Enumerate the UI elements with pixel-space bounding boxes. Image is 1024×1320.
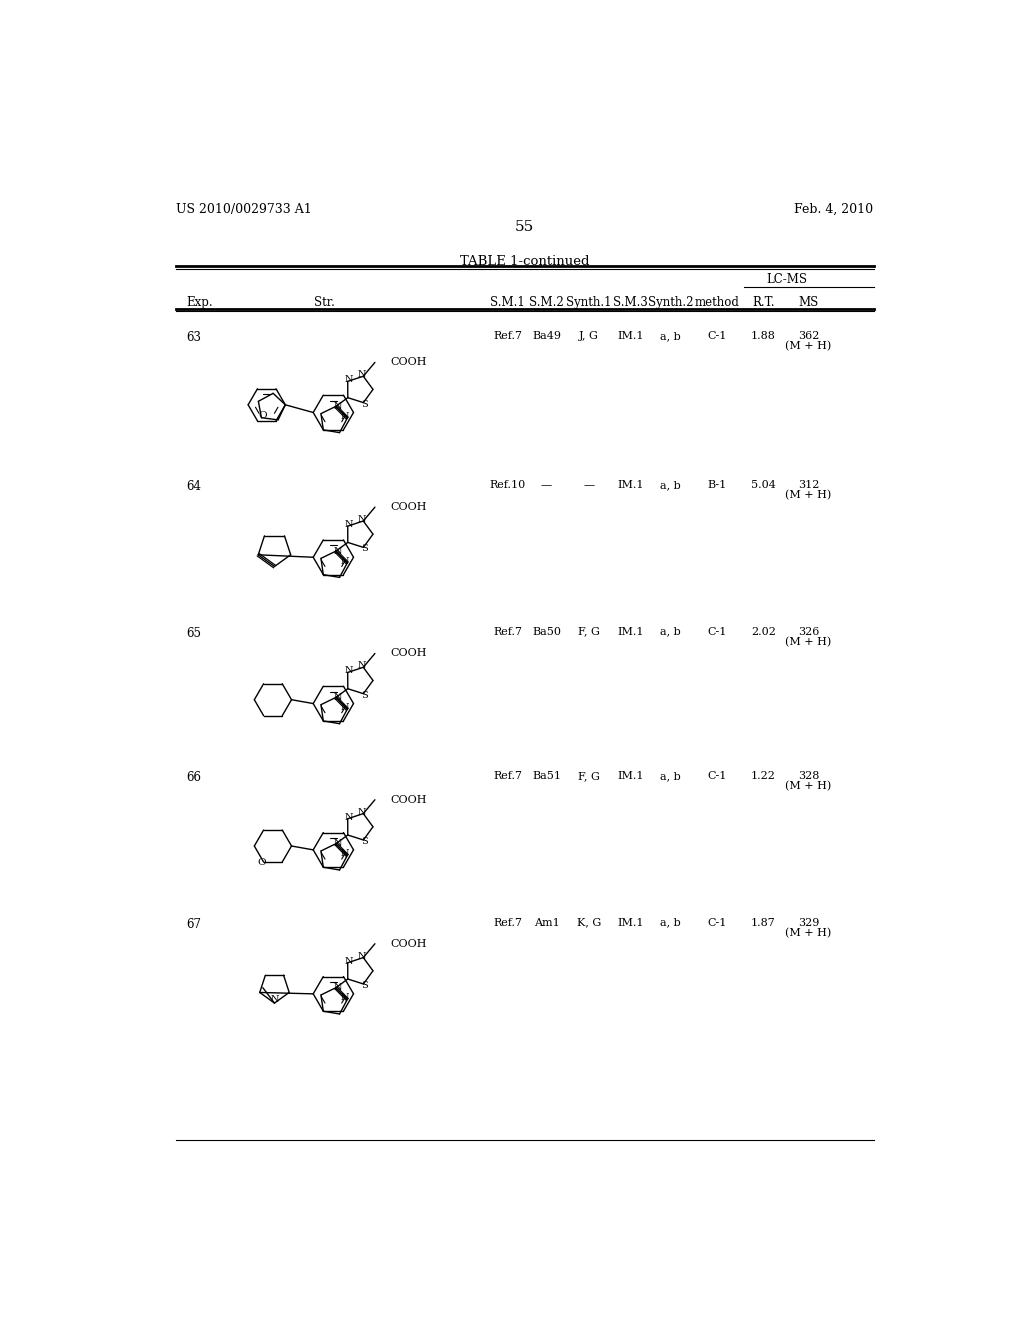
Text: a, b: a, b: [660, 480, 681, 490]
Text: 55: 55: [515, 220, 535, 234]
Text: a, b: a, b: [660, 917, 681, 928]
Text: R.T.: R.T.: [753, 296, 775, 309]
Text: IM.1: IM.1: [616, 480, 643, 490]
Text: US 2010/0029733 A1: US 2010/0029733 A1: [176, 203, 311, 216]
Text: Ref.7: Ref.7: [494, 331, 522, 341]
Text: F, G: F, G: [579, 627, 600, 636]
Text: N: N: [345, 667, 353, 676]
Text: S: S: [361, 981, 369, 990]
Text: method: method: [694, 296, 739, 309]
Text: O: O: [257, 858, 265, 866]
Text: —: —: [584, 480, 595, 490]
Text: N: N: [334, 546, 342, 556]
Text: S.M.1: S.M.1: [490, 296, 525, 309]
Text: 65: 65: [186, 627, 201, 640]
Text: Am1: Am1: [534, 917, 559, 928]
Text: S: S: [361, 837, 369, 846]
Text: N: N: [357, 515, 366, 524]
Text: K, G: K, G: [577, 917, 601, 928]
Text: IM.1: IM.1: [616, 771, 643, 781]
Text: IM.1: IM.1: [616, 917, 643, 928]
Text: 326: 326: [798, 627, 819, 636]
Text: 362: 362: [798, 331, 819, 341]
Text: Ba51: Ba51: [532, 771, 561, 781]
Text: N: N: [341, 557, 349, 566]
Text: COOH: COOH: [390, 648, 427, 659]
Text: 67: 67: [186, 917, 201, 931]
Text: S: S: [361, 544, 369, 553]
Text: 328: 328: [798, 771, 819, 781]
Text: COOH: COOH: [390, 502, 427, 512]
Text: Feb. 4, 2010: Feb. 4, 2010: [795, 203, 873, 216]
Text: N: N: [334, 840, 342, 849]
Text: Ref.7: Ref.7: [494, 771, 522, 781]
Text: 2.02: 2.02: [751, 627, 776, 636]
Text: COOH: COOH: [390, 358, 427, 367]
Text: 1.88: 1.88: [751, 331, 776, 341]
Text: LC-MS: LC-MS: [766, 273, 807, 286]
Text: 64: 64: [186, 480, 201, 494]
Text: N: N: [341, 704, 349, 713]
Text: (M + H): (M + H): [785, 341, 831, 351]
Text: 5.04: 5.04: [751, 480, 776, 490]
Text: N: N: [341, 412, 349, 421]
Text: Ba49: Ba49: [532, 331, 561, 341]
Text: J, G: J, G: [580, 331, 599, 341]
Text: (M + H): (M + H): [785, 928, 831, 939]
Text: C-1: C-1: [708, 771, 727, 781]
Text: Str.: Str.: [314, 296, 335, 309]
Text: N: N: [341, 994, 349, 1002]
Text: a, b: a, b: [660, 331, 681, 341]
Text: N: N: [357, 952, 366, 961]
Text: S.M.3: S.M.3: [612, 296, 647, 309]
Text: COOH: COOH: [390, 795, 427, 805]
Text: (M + H): (M + H): [785, 636, 831, 647]
Text: N: N: [334, 401, 342, 411]
Text: C-1: C-1: [708, 331, 727, 341]
Text: Synth.2: Synth.2: [648, 296, 693, 309]
Text: a, b: a, b: [660, 627, 681, 636]
Text: a, b: a, b: [660, 771, 681, 781]
Text: 1.87: 1.87: [752, 917, 776, 928]
Text: TABLE 1-continued: TABLE 1-continued: [460, 255, 590, 268]
Text: Ba50: Ba50: [532, 627, 561, 636]
Text: 63: 63: [186, 331, 201, 345]
Text: S: S: [361, 400, 369, 409]
Text: N: N: [334, 983, 342, 993]
Text: N: N: [345, 375, 353, 384]
Text: Ref.10: Ref.10: [489, 480, 526, 490]
Text: C-1: C-1: [708, 627, 727, 636]
Text: Synth.1: Synth.1: [566, 296, 612, 309]
Text: N: N: [345, 813, 353, 821]
Text: N: N: [357, 370, 366, 379]
Text: Ref.7: Ref.7: [494, 917, 522, 928]
Text: 66: 66: [186, 771, 201, 784]
Text: (M + H): (M + H): [785, 490, 831, 500]
Text: N: N: [345, 520, 353, 529]
Text: N: N: [357, 808, 366, 817]
Text: (M + H): (M + H): [785, 781, 831, 792]
Text: COOH: COOH: [390, 939, 427, 949]
Text: MS: MS: [799, 296, 818, 309]
Text: Ref.7: Ref.7: [494, 627, 522, 636]
Text: N: N: [357, 661, 366, 671]
Text: Exp.: Exp.: [186, 296, 213, 309]
Text: S: S: [361, 690, 369, 700]
Text: IM.1: IM.1: [616, 627, 643, 636]
Text: O: O: [259, 411, 267, 420]
Text: N: N: [341, 850, 349, 858]
Text: F, G: F, G: [579, 771, 600, 781]
Text: —: —: [541, 480, 552, 490]
Text: N: N: [345, 957, 353, 966]
Text: IM.1: IM.1: [616, 331, 643, 341]
Text: S.M.2: S.M.2: [529, 296, 564, 309]
Text: 1.22: 1.22: [751, 771, 776, 781]
Text: C-1: C-1: [708, 917, 727, 928]
Text: N: N: [334, 693, 342, 702]
Text: N: N: [270, 995, 279, 1003]
Text: 312: 312: [798, 480, 819, 490]
Text: B-1: B-1: [708, 480, 727, 490]
Text: 329: 329: [798, 917, 819, 928]
